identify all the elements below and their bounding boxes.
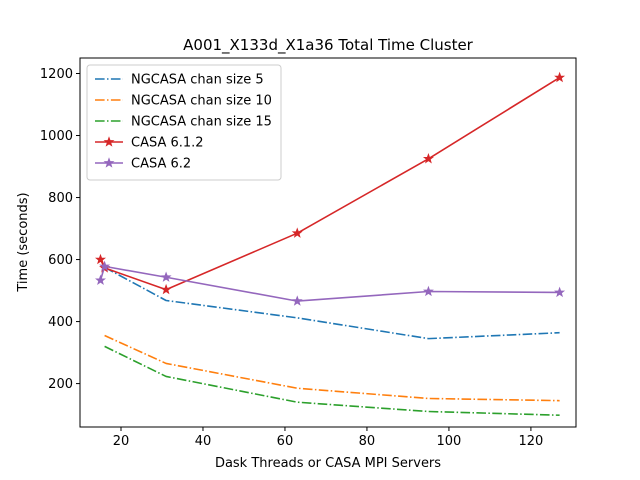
legend-label: NGCASA chan size 15 bbox=[131, 115, 272, 130]
x-axis-label: Dask Threads or CASA MPI Servers bbox=[215, 456, 441, 471]
x-axis: 20 40 60 80 100 120 bbox=[113, 427, 543, 449]
series-line bbox=[104, 334, 560, 402]
legend-marker bbox=[103, 157, 115, 168]
series-2 bbox=[104, 334, 560, 402]
legend-item: CASA 6.1.2 bbox=[95, 136, 204, 151]
legend-marker bbox=[103, 136, 115, 147]
legend: NGCASA chan size 5 NGCASA chan size 10 NGC… bbox=[86, 64, 282, 181]
y-axis: 200 400 600 800 1000 1200 bbox=[40, 67, 80, 392]
data-point bbox=[291, 295, 303, 306]
legend-item: NGCASA chan size 15 bbox=[95, 115, 272, 130]
legend-item: NGCASA chan size 5 bbox=[95, 73, 264, 88]
legend-item: NGCASA chan size 10 bbox=[95, 94, 272, 109]
x-tick-label: 20 bbox=[113, 434, 130, 449]
legend-label: CASA 6.2 bbox=[131, 157, 191, 172]
plot-area bbox=[95, 71, 566, 417]
data-point bbox=[554, 71, 566, 83]
legend-item: CASA 6.2 bbox=[95, 157, 191, 172]
x-tick-label: 100 bbox=[437, 434, 462, 449]
series-1 bbox=[104, 266, 560, 340]
y-tick-label: 600 bbox=[48, 253, 73, 268]
legend-label: NGCASA chan size 10 bbox=[131, 94, 272, 109]
x-tick-label: 40 bbox=[195, 434, 212, 449]
y-tick-label: 400 bbox=[48, 315, 73, 330]
legend-box bbox=[86, 64, 282, 181]
data-point bbox=[160, 283, 172, 295]
x-tick-label: 120 bbox=[518, 434, 543, 449]
y-tick-label: 200 bbox=[48, 377, 73, 392]
y-tick-label: 1000 bbox=[40, 129, 73, 144]
data-point bbox=[422, 285, 434, 297]
data-point bbox=[554, 286, 566, 298]
data-point bbox=[291, 227, 303, 238]
data-point bbox=[99, 260, 111, 272]
y-axis-label: Time (seconds) bbox=[16, 192, 31, 292]
x-tick-label: 60 bbox=[277, 434, 294, 449]
data-point bbox=[95, 274, 106, 285]
chart-title: A001_X133d_X1a36 Total Time Cluster bbox=[183, 36, 474, 55]
legend-label: NGCASA chan size 5 bbox=[131, 73, 264, 88]
series-line bbox=[104, 266, 560, 340]
legend-label: CASA 6.1.2 bbox=[131, 136, 204, 151]
x-tick-label: 80 bbox=[359, 434, 376, 449]
data-point bbox=[422, 153, 434, 164]
axes-frame bbox=[79, 57, 577, 428]
series-5 bbox=[95, 260, 566, 306]
data-point bbox=[95, 253, 106, 265]
y-tick-label: 1200 bbox=[40, 67, 73, 82]
data-point bbox=[160, 271, 172, 282]
y-tick-label: 800 bbox=[48, 191, 73, 206]
